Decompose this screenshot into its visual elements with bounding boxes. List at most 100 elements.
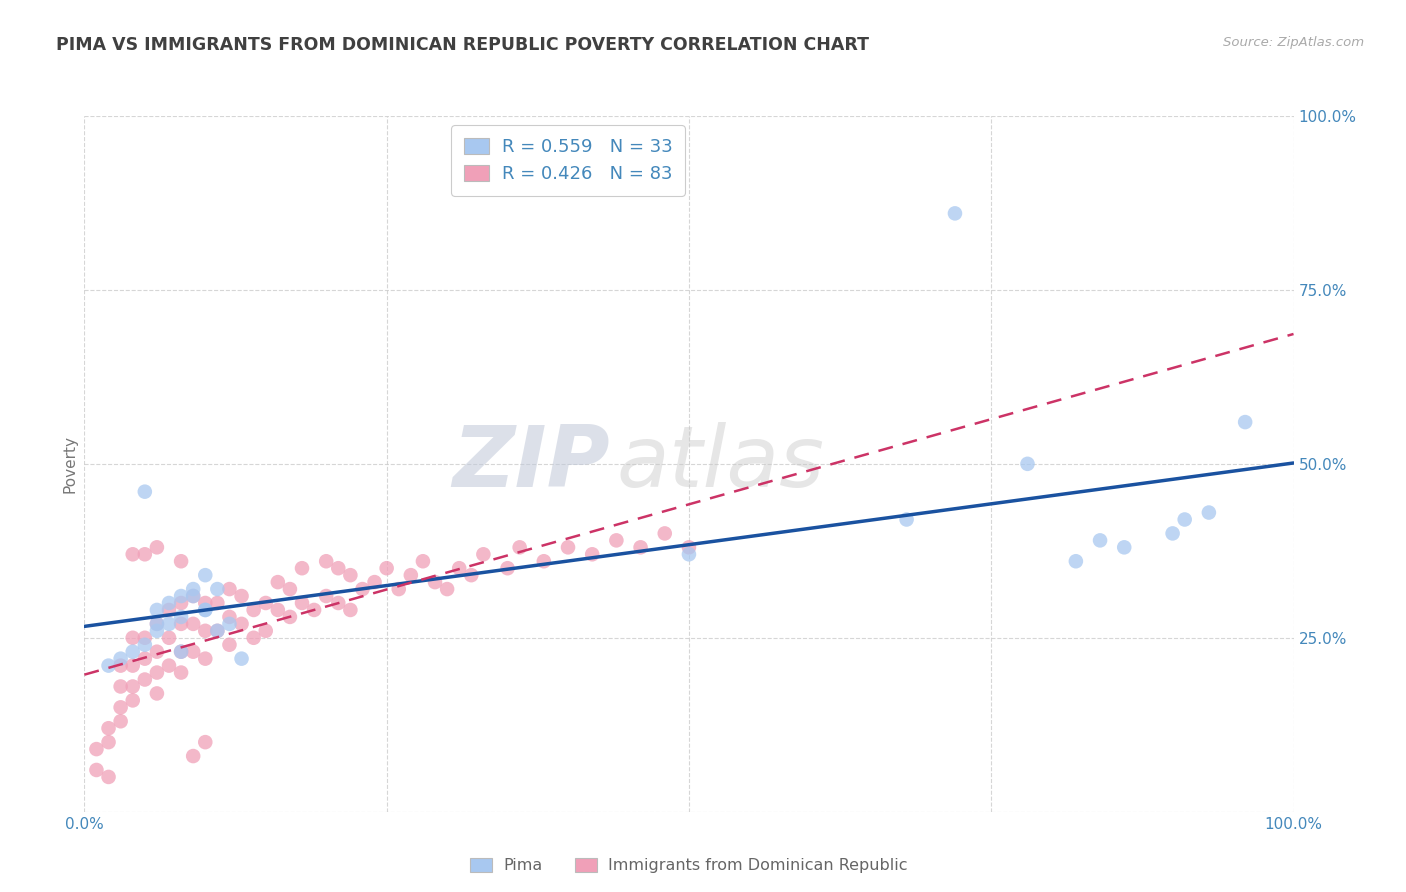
Point	[146, 645, 169, 659]
Point	[1161, 526, 1184, 541]
Point	[110, 651, 132, 665]
Point	[315, 554, 337, 568]
Point	[170, 645, 193, 659]
Point	[110, 714, 132, 729]
Point	[218, 616, 240, 631]
Point	[146, 624, 169, 638]
Point	[339, 603, 361, 617]
Text: atlas: atlas	[616, 422, 824, 506]
Point	[97, 721, 120, 735]
Point	[278, 610, 301, 624]
Point	[254, 596, 277, 610]
Point	[423, 575, 446, 590]
Point	[110, 658, 132, 673]
Point	[170, 596, 193, 610]
Point	[254, 624, 277, 638]
Point	[86, 763, 108, 777]
Point	[121, 680, 143, 694]
Point	[86, 742, 108, 756]
Point	[496, 561, 519, 575]
Point	[1234, 415, 1257, 429]
Point	[134, 638, 156, 652]
Point	[509, 541, 531, 555]
Point	[1174, 512, 1197, 526]
Point	[1017, 457, 1039, 471]
Point	[231, 616, 253, 631]
Legend: Pima, Immigrants from Dominican Republic: Pima, Immigrants from Dominican Republic	[464, 851, 914, 880]
Y-axis label: Poverty: Poverty	[62, 434, 77, 493]
Point	[157, 631, 180, 645]
Point	[654, 526, 676, 541]
Point	[97, 735, 120, 749]
Point	[194, 603, 217, 617]
Point	[134, 547, 156, 561]
Point	[194, 624, 217, 638]
Point	[207, 582, 229, 596]
Point	[533, 554, 555, 568]
Point	[146, 603, 169, 617]
Point	[363, 575, 385, 590]
Point	[170, 616, 193, 631]
Point	[352, 582, 374, 596]
Point	[472, 547, 495, 561]
Point	[170, 554, 193, 568]
Point	[157, 616, 180, 631]
Point	[278, 582, 301, 596]
Point	[218, 610, 240, 624]
Point	[328, 561, 350, 575]
Text: Source: ZipAtlas.com: Source: ZipAtlas.com	[1223, 36, 1364, 49]
Point	[146, 616, 169, 631]
Point	[170, 645, 193, 659]
Point	[896, 512, 918, 526]
Point	[218, 582, 240, 596]
Point	[181, 582, 204, 596]
Point	[97, 658, 120, 673]
Point	[399, 568, 422, 582]
Point	[181, 749, 204, 764]
Point	[436, 582, 458, 596]
Legend: R = 0.559   N = 33, R = 0.426   N = 83: R = 0.559 N = 33, R = 0.426 N = 83	[451, 125, 685, 196]
Point	[157, 658, 180, 673]
Point	[630, 541, 652, 555]
Point	[207, 596, 229, 610]
Point	[581, 547, 603, 561]
Point	[194, 651, 217, 665]
Point	[678, 541, 700, 555]
Point	[170, 589, 193, 603]
Point	[121, 645, 143, 659]
Point	[134, 631, 156, 645]
Point	[291, 596, 314, 610]
Point	[557, 541, 579, 555]
Point	[460, 568, 482, 582]
Point	[1088, 533, 1111, 548]
Point	[231, 651, 253, 665]
Point	[194, 603, 217, 617]
Point	[328, 596, 350, 610]
Point	[412, 554, 434, 568]
Point	[121, 547, 143, 561]
Point	[388, 582, 411, 596]
Point	[267, 603, 290, 617]
Point	[146, 686, 169, 700]
Point	[207, 624, 229, 638]
Point	[170, 665, 193, 680]
Text: PIMA VS IMMIGRANTS FROM DOMINICAN REPUBLIC POVERTY CORRELATION CHART: PIMA VS IMMIGRANTS FROM DOMINICAN REPUBL…	[56, 36, 869, 54]
Point	[678, 547, 700, 561]
Point	[449, 561, 471, 575]
Point	[231, 589, 253, 603]
Text: ZIP: ZIP	[453, 422, 610, 506]
Point	[181, 589, 204, 603]
Point	[207, 624, 229, 638]
Point	[242, 603, 264, 617]
Point	[194, 568, 217, 582]
Point	[1114, 541, 1136, 555]
Point	[157, 603, 180, 617]
Point	[134, 484, 156, 499]
Point	[181, 645, 204, 659]
Point	[605, 533, 627, 548]
Point	[146, 616, 169, 631]
Point	[181, 616, 204, 631]
Point	[170, 610, 193, 624]
Point	[181, 589, 204, 603]
Point	[194, 735, 217, 749]
